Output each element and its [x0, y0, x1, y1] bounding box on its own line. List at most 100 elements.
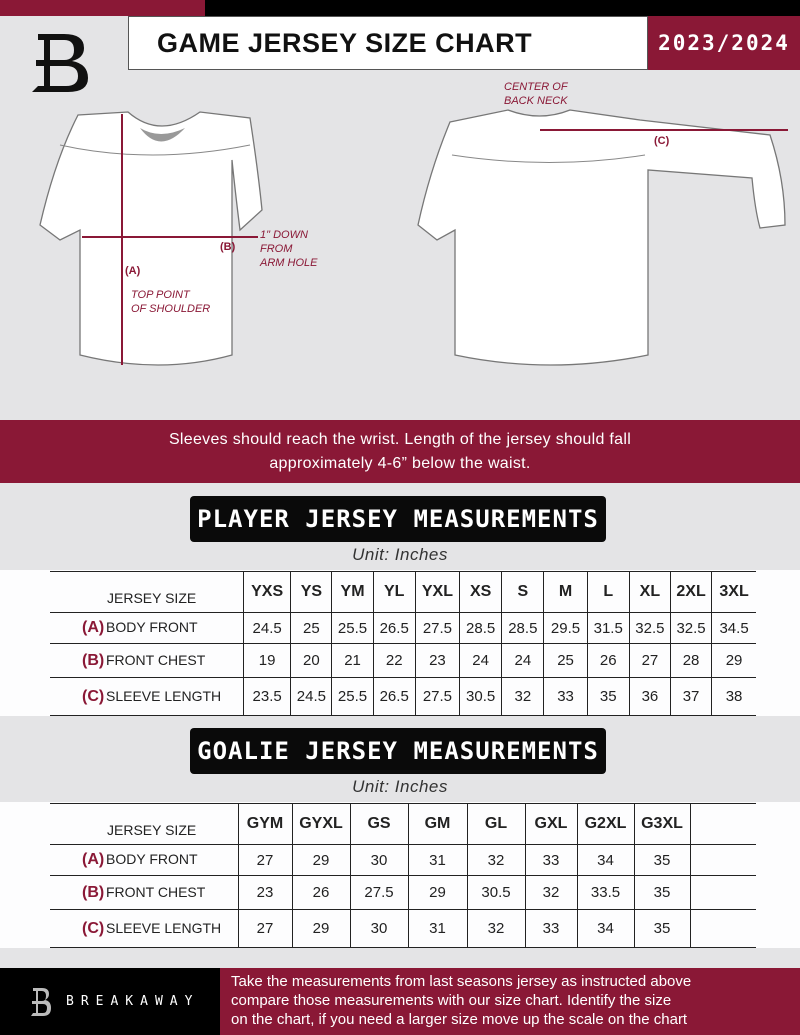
size-column-header: XL — [628, 571, 671, 613]
table-cell: 27 — [628, 643, 671, 678]
measurement-label: (A) BODY FRONT — [50, 844, 238, 876]
size-column-header: 2XL — [669, 571, 712, 613]
table-cell: 24.5 — [242, 612, 291, 644]
table-cell: 25 — [543, 643, 588, 678]
table-cell: 33 — [543, 677, 588, 716]
size-column-header: L — [586, 571, 630, 613]
table-cell: 32 — [466, 844, 525, 876]
table-cell: 33.5 — [576, 875, 634, 910]
table-header-row: JERSEY SIZE YXS YS YM YL YXL XS S M L XL 2XL 3XL — [50, 571, 756, 613]
label-c: (C) — [654, 135, 670, 147]
measurement-name: SLEEVE LENGTH — [106, 919, 222, 936]
table-cell: 28 — [669, 643, 712, 678]
size-column-header: GXL — [524, 803, 577, 845]
table-cell: 25.5 — [331, 612, 374, 644]
table-cell: 20 — [290, 643, 332, 678]
table-cell: 23 — [237, 875, 292, 910]
size-column-header — [689, 803, 756, 845]
measurement-label: (C) SLEEVE LENGTH — [50, 909, 238, 948]
size-column-header: YL — [372, 571, 416, 613]
table-cell: 23 — [414, 643, 460, 678]
table-cell: 30 — [349, 909, 408, 948]
table-cell: 27.5 — [349, 875, 408, 910]
table-cell: 27 — [237, 844, 292, 876]
measurement-name: SLEEVE LENGTH — [106, 687, 222, 704]
table-row: (A) BODY FRONT 24.5 25 25.5 26.5 27.5 28.5 28.5 2… — [50, 612, 756, 644]
brand-logo — [32, 34, 88, 92]
table-cell: 32 — [501, 677, 544, 716]
goalie-unit-label: Unit: Inches — [352, 777, 448, 796]
size-column-header: YXS — [242, 571, 291, 613]
page-title: GAME JERSEY SIZE CHART — [128, 16, 648, 70]
measurement-letter: (B) — [82, 651, 105, 669]
table-cell: 32 — [466, 909, 525, 948]
player-size-table: JERSEY SIZE YXS YS YM YL YXL XS S M L XL 2XL 3XL (A) B… — [50, 571, 756, 716]
size-column-header: M — [543, 571, 588, 613]
table-row: (C) SLEEVE LENGTH 27 29 30 31 32 33 34 35 — [50, 909, 756, 948]
table-cell: 24 — [459, 643, 502, 678]
table-row: (A) BODY FRONT 27 29 30 31 32 33 34 35 — [50, 844, 756, 876]
table-cell: 24 — [501, 643, 544, 678]
measurement-letter: (C) — [82, 919, 105, 937]
size-column-header: YXL — [414, 571, 460, 613]
table-cell: 35 — [586, 677, 630, 716]
table-cell: 26 — [586, 643, 630, 678]
size-column-header: GL — [466, 803, 525, 845]
measurement-label: (A) BODY FRONT — [50, 612, 244, 644]
measurement-letter: (A) — [82, 851, 105, 868]
brand-logo-small — [31, 987, 51, 1016]
footer-brand: BREAKAWAY — [0, 968, 220, 1035]
table-cell — [689, 875, 756, 910]
table-cell: 26 — [291, 875, 350, 910]
table-cell: 26.5 — [372, 677, 416, 716]
table-cell — [689, 844, 756, 876]
table-cell: 27 — [237, 909, 292, 948]
size-column-header: YS — [290, 571, 332, 613]
table-cell: 22 — [372, 643, 416, 678]
label-a: (A) — [125, 265, 141, 277]
measurement-label: (C) SLEEVE LENGTH — [50, 677, 244, 716]
table-cell: 31 — [407, 844, 467, 876]
table-header-row: JERSEY SIZE GYM GYXL GS GM GL GXL G2XL G3XL — [50, 803, 756, 845]
size-column-header: GYXL — [291, 803, 350, 845]
measurement-name: FRONT CHEST — [106, 883, 206, 900]
size-column-header: GS — [349, 803, 408, 845]
measurement-label: (B) FRONT CHEST — [50, 875, 238, 910]
table-cell: 24.5 — [290, 677, 332, 716]
table-cell: 33 — [524, 909, 577, 948]
table-cell: 35 — [633, 844, 690, 876]
label-b: (B) — [220, 241, 236, 253]
back-jersey — [417, 109, 786, 366]
table-cell: 31.5 — [586, 612, 630, 644]
table-cell: 27.5 — [414, 612, 460, 644]
table-cell: 36 — [628, 677, 671, 716]
arm-hole-note: 1" DOWN FROM ARM HOLE — [260, 229, 318, 269]
table-cell: 27.5 — [414, 677, 460, 716]
measurement-letter: (B) — [82, 883, 105, 901]
table-cell: 35 — [633, 909, 690, 948]
size-column-header: YM — [331, 571, 374, 613]
table-cell: 19 — [242, 643, 291, 678]
table-cell: 32.5 — [669, 612, 712, 644]
table-cell: 35 — [633, 875, 690, 910]
measurement-letter: (C) — [82, 687, 105, 705]
size-column-header: 3XL — [711, 571, 756, 613]
size-column-header: S — [501, 571, 544, 613]
table-cell: 29 — [711, 643, 756, 678]
player-section-title: PLAYER JERSEY MEASUREMENTS — [190, 496, 606, 542]
fit-instructions-banner: Sleeves should reach the wrist. Length o… — [0, 420, 800, 483]
table-cell: 29.5 — [543, 612, 588, 644]
size-column-header: GYM — [237, 803, 292, 845]
top-bar-dark — [205, 0, 800, 16]
table-cell: 33 — [524, 844, 577, 876]
table-row: (B) FRONT CHEST 19 20 21 22 23 24 24 25 26 27 28 29 — [50, 643, 756, 678]
table-cell: 38 — [711, 677, 756, 716]
size-column-header: G3XL — [633, 803, 690, 845]
table-cell: 28.5 — [459, 612, 502, 644]
size-header: JERSEY SIZE — [50, 571, 244, 613]
table-cell: 25.5 — [331, 677, 374, 716]
table-cell: 30 — [349, 844, 408, 876]
table-cell: 34 — [576, 844, 634, 876]
measurement-letter: (A) — [82, 619, 105, 636]
table-row: (C) SLEEVE LENGTH 23.5 24.5 25.5 26.5 27.5 30.5… — [50, 677, 756, 716]
